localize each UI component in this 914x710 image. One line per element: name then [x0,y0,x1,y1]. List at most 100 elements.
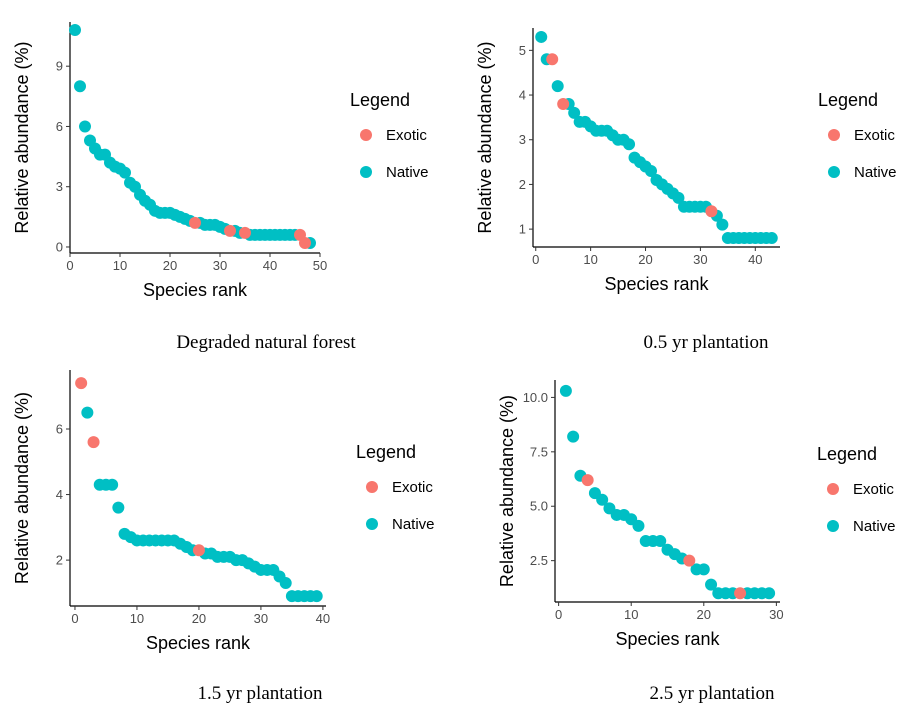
legend: Legend Exotic Native [817,444,896,535]
data-point-native [632,519,645,532]
y-tick-label: 6 [56,119,63,134]
data-point-exotic [189,216,201,229]
x-axis-title: Species rank [146,633,251,653]
data-point-native [623,138,636,151]
data-point-native [112,501,125,514]
data-points [559,384,776,600]
y-axis-title: Relative abundance (%) [497,395,517,587]
x-axis-title: Species rank [143,280,248,300]
x-tick-label: 40 [748,252,762,267]
y-tick-label: 9 [56,59,63,74]
x-tick-label: 30 [213,258,227,273]
panel-caption: 2.5 yr plantation [649,683,775,704]
legend-label-native: Native [854,164,897,181]
data-point-native [705,578,718,591]
legend-key-exotic [827,483,839,495]
x-tick-label: 10 [113,258,127,273]
data-point-native [645,165,658,178]
data-point-native [106,478,119,491]
data-point-exotic [705,205,718,218]
data-points [75,377,323,603]
x-tick-label: 20 [192,611,206,626]
data-point-native [654,535,667,548]
data-point-native [672,191,685,204]
data-point-exotic [299,236,311,249]
x-tick-label: 20 [697,607,711,622]
legend-key-native [366,518,378,530]
data-point-native [765,232,778,245]
legend-label-exotic: Exotic [853,481,894,498]
legend-key-exotic [366,481,378,493]
legend-key-exotic [828,129,840,141]
data-point-exotic [75,377,88,390]
legend-label-exotic: Exotic [854,127,895,144]
x-tick-label: 40 [316,611,330,626]
y-tick-label: 7.5 [530,444,548,459]
data-point-exotic [557,97,570,110]
chart-panel-2: 0 10 20 30 40 1 2 3 4 5 Species rank Relative abund… [475,28,897,353]
legend-key-native [827,520,839,532]
data-point-native [716,218,729,231]
data-point-native [79,120,91,133]
data-point-exotic [224,224,236,237]
data-point-exotic [87,436,100,449]
y-tick-label: 3 [519,132,526,147]
y-tick-label: 3 [56,179,63,194]
y-tick-label: 6 [56,422,63,437]
data-point-exotic [581,474,594,487]
x-tick-label: 30 [769,607,783,622]
x-tick-label: 30 [254,611,268,626]
legend-title: Legend [356,442,416,462]
y-tick-label: 4 [56,487,63,502]
data-point-native [74,80,86,93]
x-axis-title: Species rank [615,629,720,649]
legend: Legend Exotic Native [818,90,897,181]
legend-label-exotic: Exotic [392,479,433,496]
x-tick-label: 10 [583,252,597,267]
y-tick-label: 1 [519,222,526,237]
data-point-native [279,577,292,590]
data-point-native [568,106,581,119]
x-tick-label: 20 [638,252,652,267]
legend-title: Legend [818,90,878,110]
x-tick-label: 30 [693,252,707,267]
panel-caption: 1.5 yr plantation [197,683,323,704]
y-tick-label: 2 [519,177,526,192]
y-tick-label: 10.0 [523,390,548,405]
legend-label-native: Native [853,518,896,535]
y-tick-label: 2.5 [530,553,548,568]
data-point-native [559,384,572,397]
y-tick-label: 5 [519,43,526,58]
y-axis-title: Relative abundance (%) [12,41,32,233]
data-point-exotic [546,53,559,66]
data-point-native [69,24,81,37]
data-points [535,30,778,245]
data-point-native [535,30,548,43]
x-tick-label: 50 [313,258,327,273]
legend-title: Legend [350,90,410,110]
x-tick-label: 10 [624,607,638,622]
legend-key-native [828,166,840,178]
legend-key-native [360,166,372,178]
panel-caption: 0.5 yr plantation [643,332,769,353]
x-tick-label: 10 [130,611,144,626]
data-point-native [697,563,710,576]
data-point-native [567,430,580,443]
x-axis-title: Species rank [604,274,709,294]
chart-panel-3: 0 10 20 30 40 2 4 6 Species rank Relative abundan… [12,370,435,704]
legend-label-native: Native [386,164,429,181]
data-point-exotic [683,554,696,567]
legend: Legend Exotic Native [356,442,435,533]
y-axis-title: Relative abundance (%) [12,392,32,584]
x-tick-label: 0 [555,607,562,622]
legend-label-exotic: Exotic [386,127,427,144]
data-point-native [763,587,776,600]
y-tick-label: 4 [519,88,526,103]
y-axis-title: Relative abundance (%) [475,41,495,233]
x-tick-label: 0 [66,258,73,273]
x-tick-label: 0 [532,252,539,267]
y-tick-label: 2 [56,553,63,568]
y-tick-label: 5.0 [530,499,548,514]
legend: Legend Exotic Native [350,90,429,181]
